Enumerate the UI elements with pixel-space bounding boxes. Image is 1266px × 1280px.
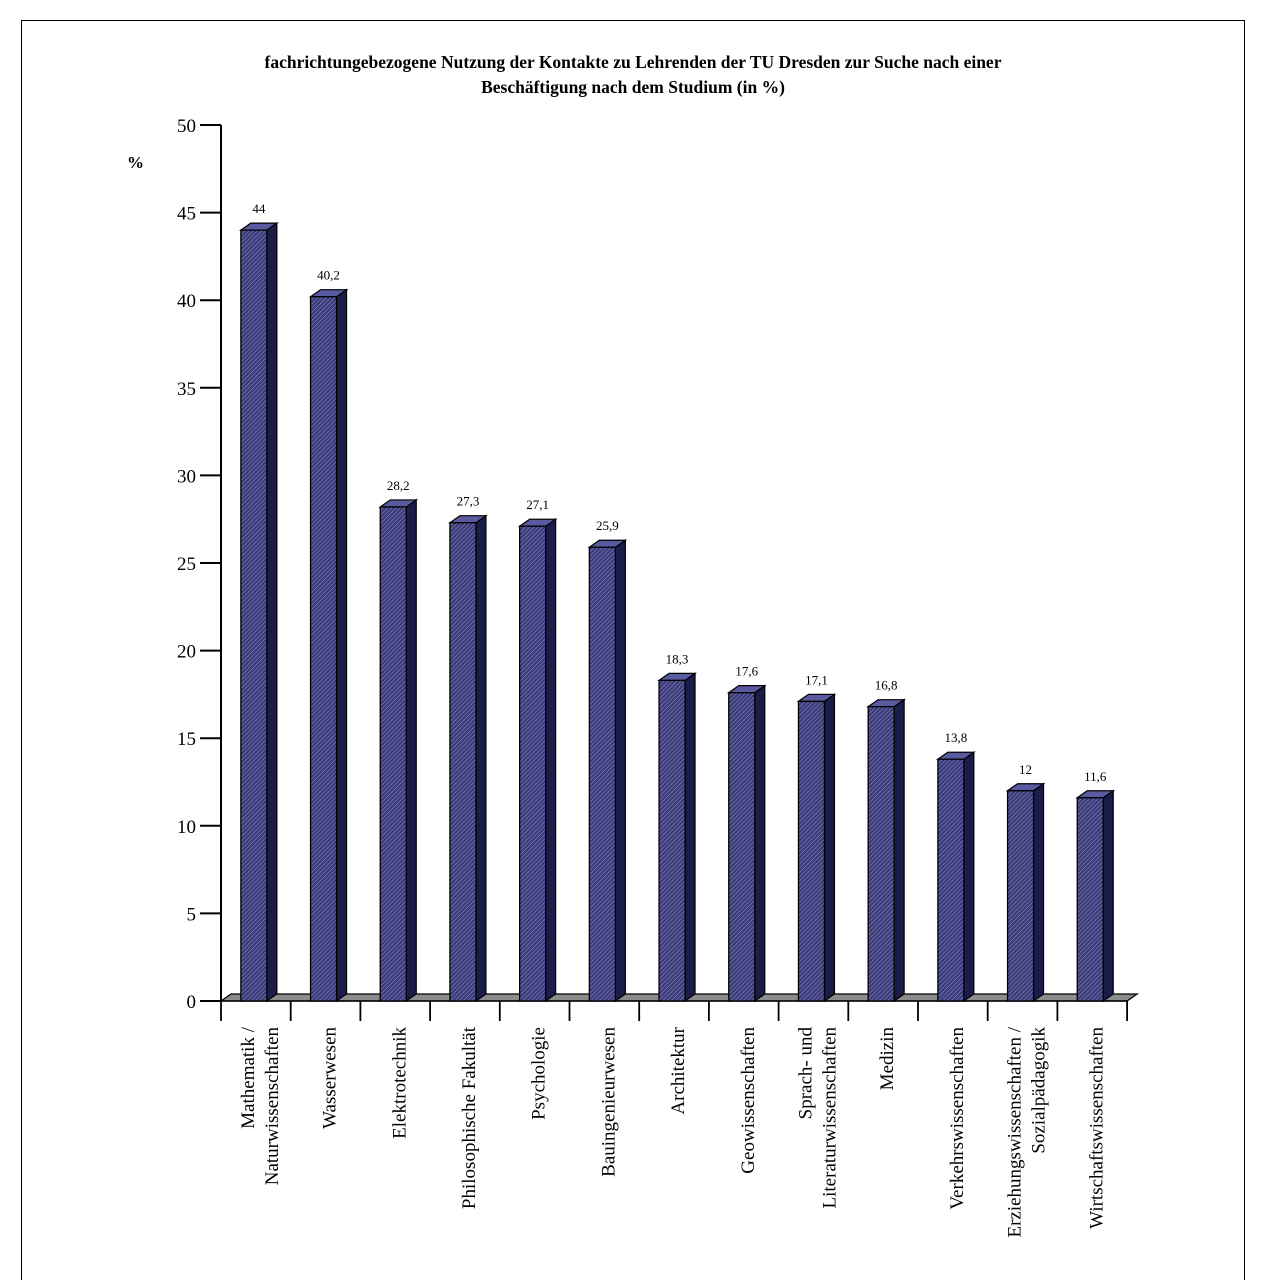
y-tick-label: 0 [187,992,197,1013]
bar-side-face [684,672,696,1003]
bar [378,498,419,1003]
bar-side-face [266,221,278,1003]
x-category-label: Geowissenschaften [738,1027,759,1174]
y-tick-label: 45 [177,204,196,225]
x-category-label-line: Mathematik / [238,1026,259,1129]
y-tick-label: 10 [177,817,196,838]
data-label: 13,8 [944,730,967,745]
bar [1075,789,1116,1003]
bar-side-face [405,498,417,1003]
data-label: 17,1 [805,672,828,687]
bar [796,693,837,1003]
y-tick-label: 40 [177,291,196,312]
data-label: 40,2 [317,268,340,283]
x-category-label-line: Literaturwissenschaften [819,1027,840,1209]
bar-front-face [240,229,268,1002]
bar [1005,782,1046,1003]
data-label: 16,8 [875,678,898,693]
bar [517,518,558,1003]
data-label: 27,3 [457,494,480,509]
x-category-label: Sprach- und Literaturwissenschaften [795,1027,840,1209]
bar [726,684,767,1003]
bar-front-face [449,522,477,1002]
bar-front-face [309,296,338,1002]
x-category-label: Erziehungswissenschaften / Sozialpädagogi… [1005,1026,1050,1237]
y-tick-label: 25 [177,554,196,575]
bar [448,514,488,1003]
bar-side-face [614,539,626,1003]
bar [866,698,907,1003]
y-tick-label: 20 [177,642,196,663]
data-label: 27,1 [526,497,549,512]
bar-side-face [1032,782,1045,1003]
x-category-label-line: Verkehrswissenschaften [947,1027,968,1210]
bar-side-face [893,698,905,1003]
data-label: 25,9 [596,518,619,533]
x-category-label-line: Wirtschaftswissenschaften [1086,1027,1107,1229]
data-label: 11,6 [1084,769,1107,784]
bar-front-face [1006,790,1035,1002]
x-category-label: Bauingenieurwesen [598,1027,619,1177]
bar-side-face [545,518,557,1003]
y-tick-label: 30 [177,466,196,487]
x-category-label: Verkehrswissenschaften [947,1027,968,1210]
x-category-label: Mathematik / Naturwissenschaften [238,1026,283,1185]
x-category-label-line: Medizin [877,1027,898,1091]
y-tick-label: 15 [177,729,196,750]
bar [935,751,976,1003]
chart-title: fachrichtungebezogene Nutzung der Kontak… [0,50,1266,100]
x-category-label: Elektrotechnik [389,1027,410,1139]
bar [238,221,279,1003]
bar [308,288,349,1003]
bar-front-face [519,525,547,1002]
x-category-label-line: Erziehungswissenschaften / [1005,1026,1026,1237]
x-category-label-line: Sozialpädagogik [1029,1027,1050,1154]
x-category-label: Wirtschaftswissenschaften [1086,1027,1107,1229]
bar-front-face [588,546,616,1002]
chart-title-line-1: fachrichtungebezogene Nutzung der Kontak… [264,52,1002,72]
x-category-label: Medizin [877,1027,898,1091]
x-category-label-line: Wasserwesen [320,1027,341,1129]
bar-side-face [475,514,487,1003]
bar-front-face [1076,797,1104,1002]
data-label: 28,2 [387,478,410,493]
x-category-label: Philosophische Fakultät [459,1026,480,1209]
bar [657,672,697,1003]
bar [587,539,628,1003]
bar-front-face [867,706,895,1002]
data-label: 17,6 [735,664,758,679]
chart-frame [21,20,1245,1280]
x-category-label-line: Geowissenschaften [738,1027,759,1174]
x-category-label-line: Naturwissenschaften [262,1027,283,1186]
bar-side-face [1102,789,1114,1003]
y-axis-label: % [127,153,144,172]
y-tick-label: 50 [177,116,196,137]
x-category-label-line: Psychologie [529,1027,550,1120]
bar-side-face [823,693,836,1003]
x-category-label: Wasserwesen [320,1027,341,1129]
data-label: 12 [1019,762,1032,777]
chart-title-line-2: Beschäftigung nach dem Studium (in %) [481,77,785,97]
bar-front-face [937,758,965,1002]
x-category-label-line: Architektur [668,1026,689,1114]
bar-front-face [658,679,686,1002]
x-category-label-line: Bauingenieurwesen [598,1027,619,1177]
x-category-label: Psychologie [529,1027,550,1120]
bar-front-face [797,700,826,1002]
x-category-label: Architektur [668,1026,689,1114]
y-tick-label: 5 [187,904,197,925]
x-category-label-line: Sprach- und [795,1027,816,1120]
bar-side-face [335,288,348,1003]
data-label: 18,3 [666,651,689,666]
bar-side-face [963,751,975,1003]
y-tick-label: 35 [177,379,196,400]
bar-side-face [754,684,766,1003]
bar-front-face [728,691,756,1002]
x-category-label-line: Philosophische Fakultät [459,1026,480,1209]
data-label: 44 [252,201,266,216]
x-category-label-line: Elektrotechnik [389,1027,410,1139]
bar-front-face [379,506,407,1002]
